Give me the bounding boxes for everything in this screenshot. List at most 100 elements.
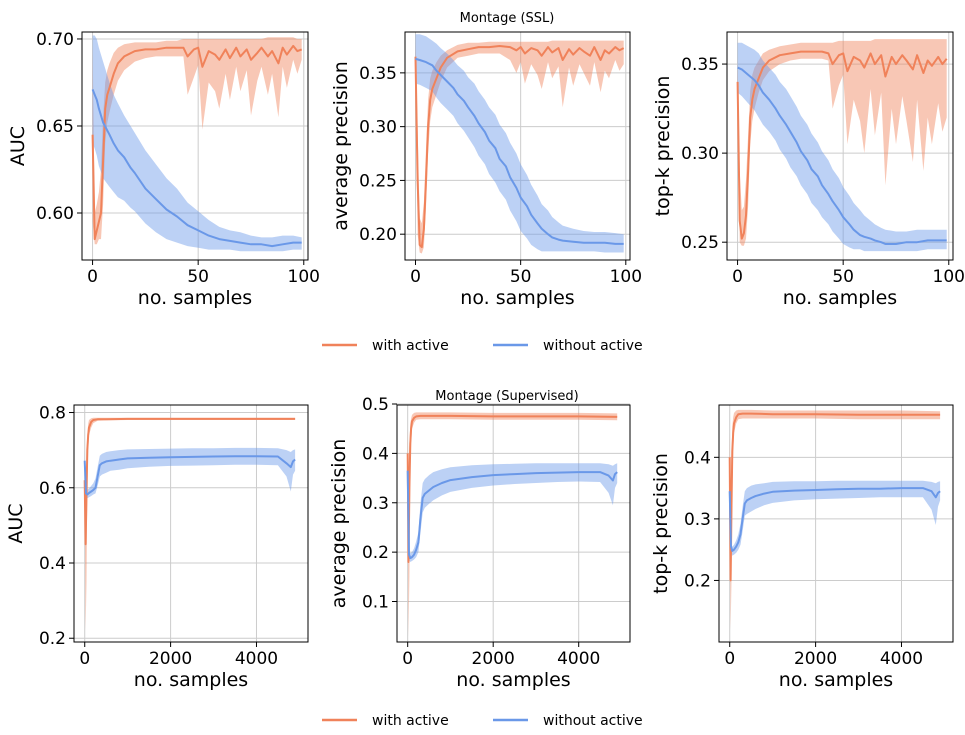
- x-axis-label: no. samples: [460, 287, 574, 309]
- x-tick-label: 4000: [880, 649, 923, 669]
- series-band-without-active: [415, 34, 624, 253]
- x-tick-label: 0: [87, 267, 98, 287]
- series-band-without-active: [737, 42, 947, 252]
- x-tick-label: 4000: [235, 649, 278, 669]
- series-line-with-active: [83, 417, 296, 546]
- x-tick-label: 50: [832, 267, 854, 287]
- y-axis-label: average precision: [330, 61, 352, 231]
- y-tick-label: 0.70: [36, 30, 74, 50]
- y-tick-label: 0.20: [359, 225, 397, 245]
- x-tick-label: 50: [187, 267, 209, 287]
- series-band-without-active: [407, 453, 618, 562]
- x-tick-label: 100: [288, 267, 320, 287]
- plot-frame: [81, 31, 309, 261]
- x-axis-label: no. samples: [456, 669, 570, 691]
- x-axis-label: no. samples: [779, 669, 893, 691]
- chart-panel: 0 50 100 0.60 0.65 0.70 no. samples AUC: [7, 30, 320, 309]
- legend-ssl: with active without active: [322, 338, 643, 354]
- plot-area: [83, 417, 296, 631]
- chart-panel: 0 2000 4000 0.2 0.3 0.4 no. samples top-k preci…: [650, 404, 954, 691]
- y-tick-label: 0.4: [684, 448, 711, 468]
- plot-area: [736, 39, 948, 252]
- plot-area: [406, 412, 618, 637]
- series-line-without-active: [737, 66, 947, 245]
- x-tick-label: 2000: [472, 649, 515, 669]
- y-tick-label: 0.30: [681, 144, 719, 164]
- y-tick-label: 0.2: [39, 629, 66, 649]
- legend-label-with-active: with active: [372, 338, 449, 354]
- chart-panel: 0 50 100 0.20 0.25 0.30 0.35 no. samples average…: [330, 31, 642, 309]
- x-tick-label: 4000: [557, 649, 600, 669]
- plot-area: [414, 34, 625, 254]
- y-tick-label: 0.6: [39, 479, 66, 499]
- y-tick-label: 0.30: [359, 118, 397, 138]
- plot-area: [728, 409, 941, 630]
- series-line-with-active: [91, 44, 303, 241]
- legend-label-with-active: with active: [372, 713, 449, 729]
- series-line-with-active: [414, 45, 625, 249]
- y-tick-label: 0.25: [359, 171, 397, 191]
- x-tick-label: 2000: [794, 649, 837, 669]
- series-band-without-active: [84, 447, 296, 499]
- y-axis-label: average precision: [328, 439, 350, 609]
- x-axis-label: no. samples: [138, 287, 252, 309]
- series-line-without-active: [415, 57, 624, 245]
- legend-label-without-active: without active: [543, 713, 643, 729]
- y-tick-label: 0.2: [684, 571, 711, 591]
- series-line-with-active: [406, 414, 618, 563]
- chart-panel: 0 2000 4000 0.2 0.4 0.6 0.8 no. samples AUC: [5, 404, 309, 691]
- series-line-without-active: [406, 470, 618, 560]
- series-line-without-active: [83, 455, 296, 496]
- series-band-with-active: [729, 409, 941, 630]
- plot-frame: [73, 404, 309, 643]
- y-tick-label: 0.65: [36, 117, 74, 137]
- series-band-with-active: [415, 40, 624, 254]
- y-axis-label: AUC: [7, 126, 29, 166]
- x-tick-label: 0: [724, 649, 735, 669]
- y-tick-label: 0.35: [681, 55, 719, 75]
- series-line-without-active: [91, 89, 302, 248]
- plot-frame: [396, 404, 631, 643]
- chart-panel: 0 2000 4000 0.1 0.2 0.3 0.4 0.5 no. samples avera…: [328, 395, 631, 691]
- x-tick-label: 100: [933, 267, 965, 287]
- y-axis-label: top-k precision: [650, 453, 672, 594]
- legend-label-without-active: without active: [543, 338, 643, 354]
- series-band-without-active: [729, 478, 941, 556]
- y-axis-label: AUC: [5, 503, 27, 543]
- x-axis-label: no. samples: [134, 669, 248, 691]
- plot-frame: [404, 31, 631, 261]
- y-axis-label: top-k precision: [652, 76, 674, 217]
- series-line-with-active: [736, 50, 948, 240]
- x-tick-label: 0: [410, 267, 421, 287]
- legend-supervised: with active without active: [322, 713, 643, 729]
- series-band-with-active: [737, 39, 947, 246]
- y-tick-label: 0.25: [681, 233, 719, 253]
- x-tick-label: 50: [510, 267, 532, 287]
- x-tick-label: 0: [79, 649, 90, 669]
- x-tick-label: 100: [610, 267, 642, 287]
- y-tick-label: 0.2: [362, 543, 389, 563]
- y-tick-label: 0.1: [362, 593, 389, 613]
- series-band-without-active: [92, 35, 302, 252]
- series-band-with-active: [407, 412, 618, 637]
- y-tick-label: 0.5: [362, 395, 389, 415]
- row-title-ssl: Montage (SSL): [460, 11, 555, 26]
- y-tick-label: 0.3: [684, 510, 711, 530]
- x-axis-label: no. samples: [783, 287, 897, 309]
- plot-frame: [726, 31, 954, 261]
- series-band-with-active: [92, 37, 302, 245]
- chart-panel: 0 50 100 0.25 0.30 0.35 no. samples top-k preci…: [652, 31, 965, 309]
- x-tick-label: 2000: [149, 649, 192, 669]
- series-line-with-active: [728, 412, 941, 582]
- plot-frame: [718, 404, 954, 643]
- y-tick-label: 0.4: [39, 554, 66, 574]
- x-tick-label: 0: [402, 649, 413, 669]
- y-tick-label: 0.4: [362, 444, 389, 464]
- y-tick-label: 0.8: [39, 404, 66, 424]
- y-tick-label: 0.60: [36, 204, 74, 224]
- row-title-supervised: Montage (Supervised): [435, 389, 578, 404]
- y-tick-label: 0.35: [359, 64, 397, 84]
- y-tick-label: 0.3: [362, 494, 389, 514]
